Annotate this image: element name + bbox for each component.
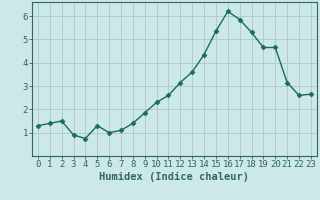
- X-axis label: Humidex (Indice chaleur): Humidex (Indice chaleur): [100, 172, 249, 182]
